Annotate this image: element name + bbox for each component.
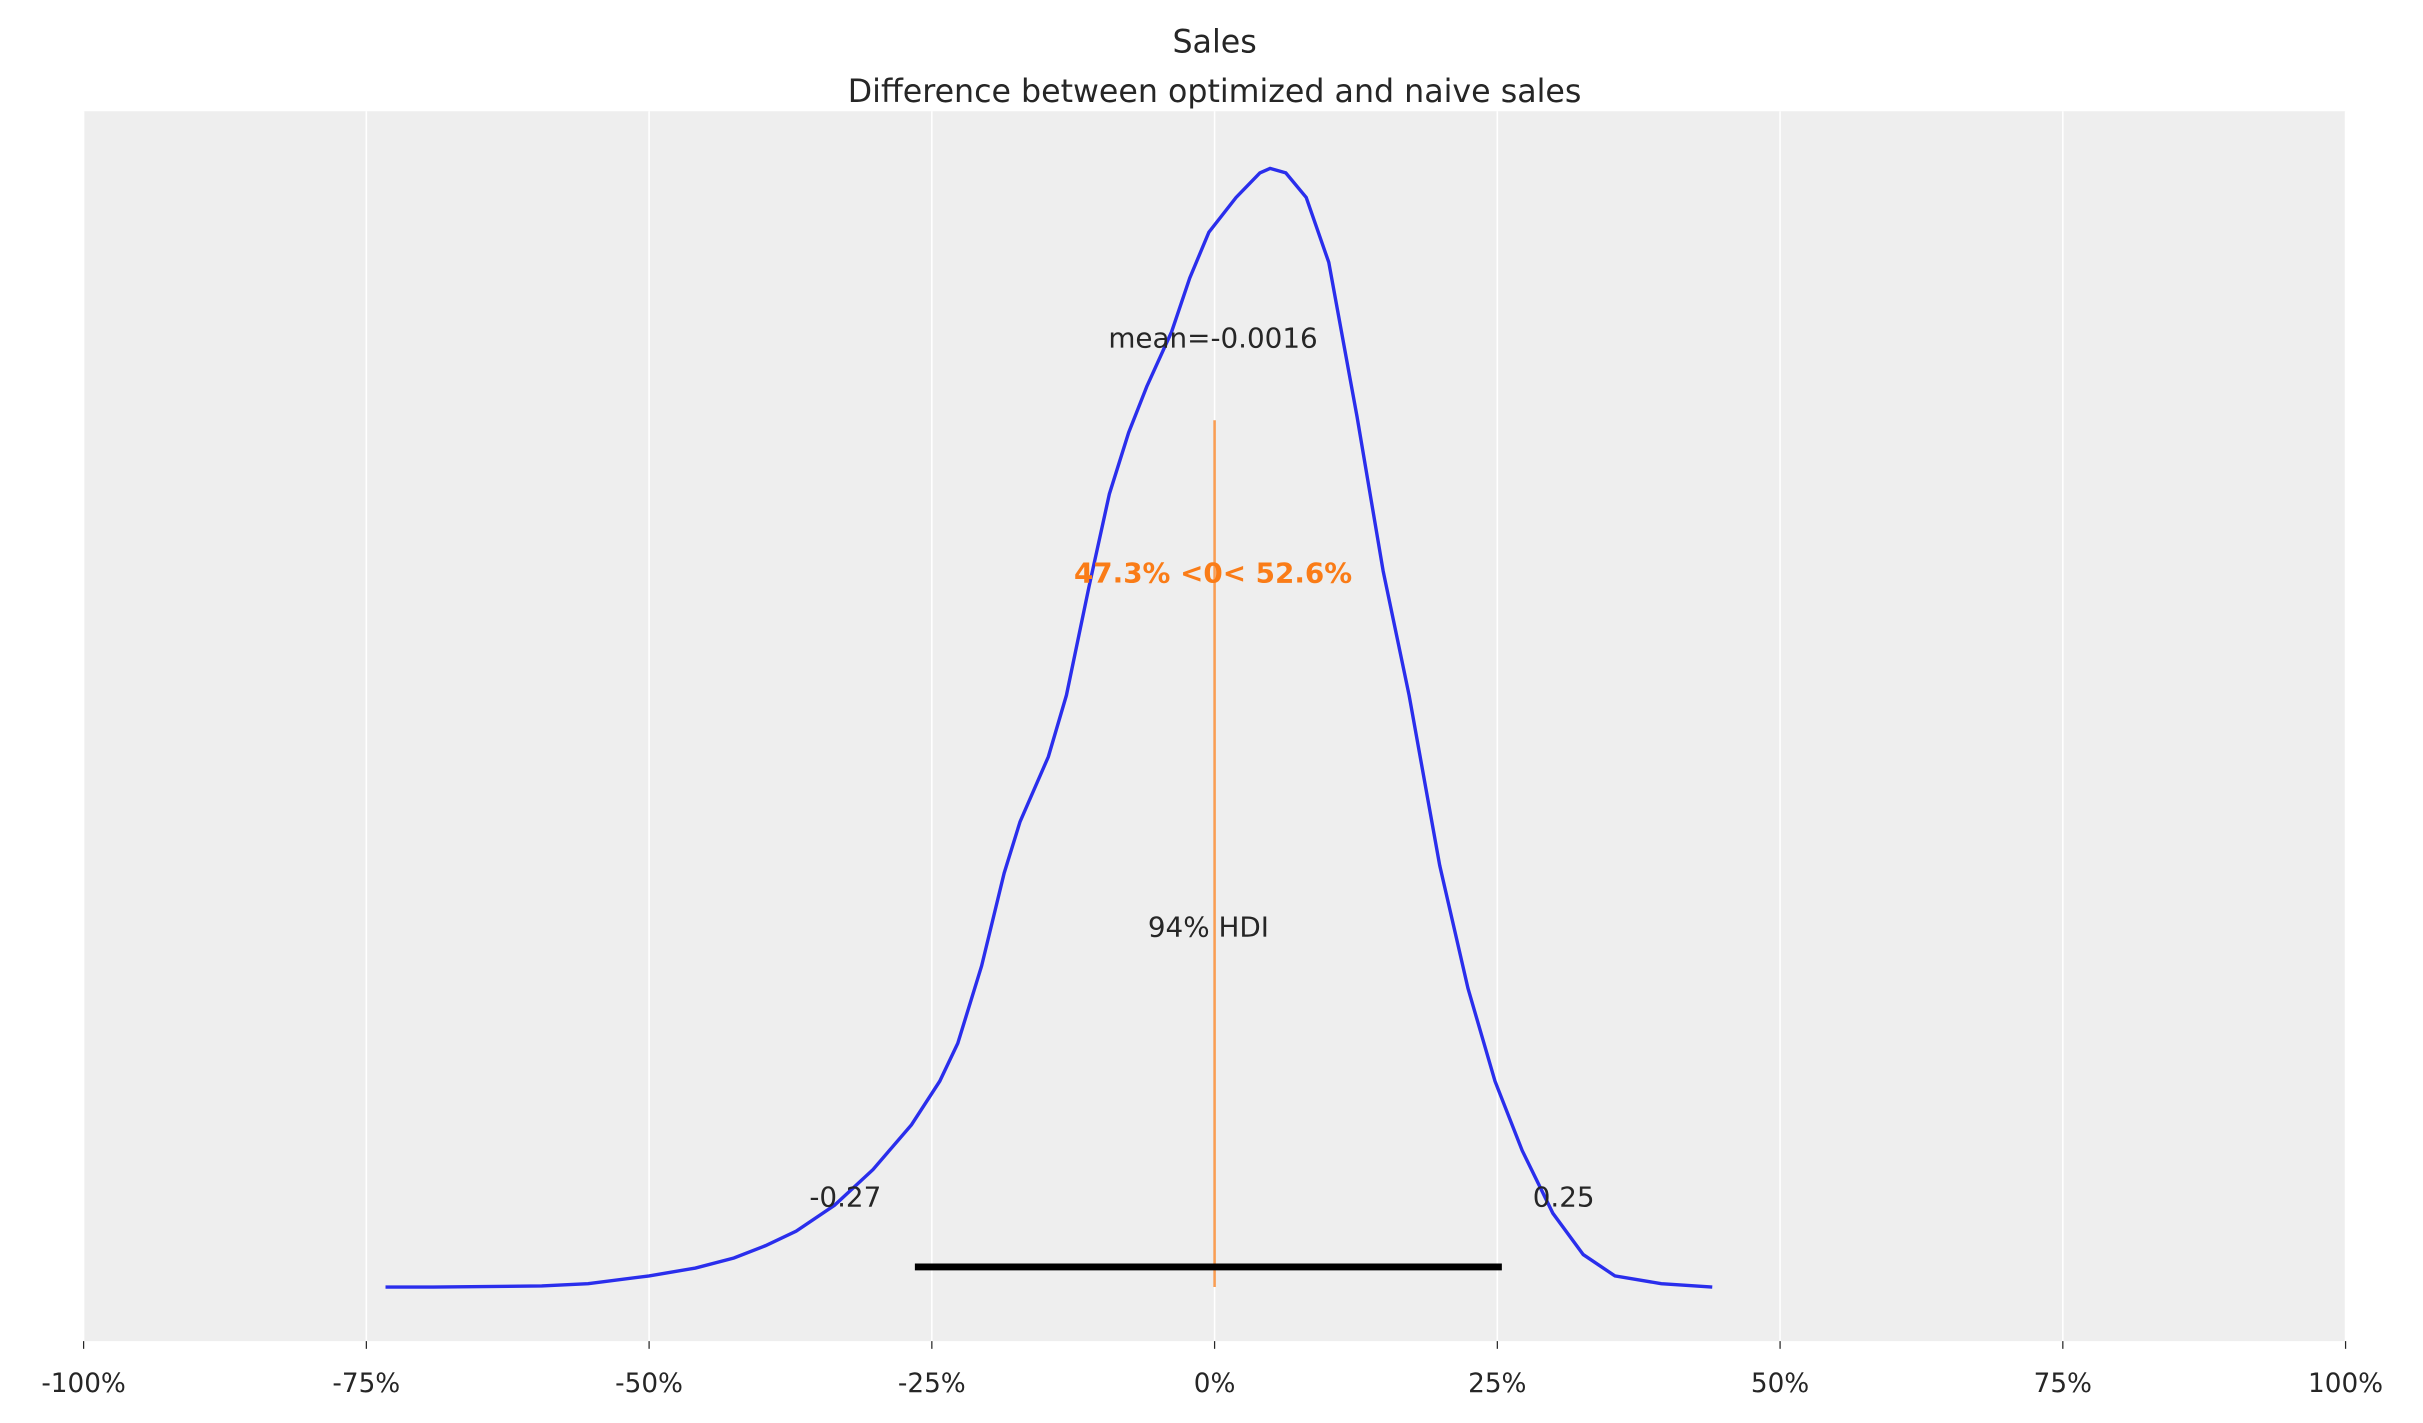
x-tick-label: -25% bbox=[898, 1369, 966, 1399]
x-axis: -100% -75% -50% -25% 0% 25% 50% 75% 100% bbox=[41, 1341, 2383, 1399]
x-tick-label: 50% bbox=[1751, 1369, 1809, 1399]
gridlines bbox=[82, 111, 2347, 1342]
x-tick-label: -75% bbox=[332, 1369, 400, 1399]
mean-label: mean=-0.0016 bbox=[1108, 322, 1317, 355]
x-tick-label: -50% bbox=[615, 1369, 683, 1399]
reference-probability-label: 47.3% <0< 52.6% bbox=[1074, 556, 1352, 589]
hdi-label: 94% HDI bbox=[1148, 910, 1269, 943]
hdi-high-label: 0.25 bbox=[1533, 1181, 1595, 1214]
chart-subtitle: Difference between optimized and naive s… bbox=[848, 74, 1582, 110]
x-tick-label: 75% bbox=[2034, 1369, 2092, 1399]
x-tick-label: 0% bbox=[1194, 1369, 1236, 1399]
x-tick-label: -100% bbox=[41, 1369, 126, 1399]
hdi-low-label: -0.27 bbox=[809, 1181, 881, 1214]
chart-title: Sales bbox=[1172, 25, 1256, 61]
density-curve bbox=[385, 166, 1713, 1289]
x-tick-label: 100% bbox=[2308, 1369, 2383, 1399]
x-tick-label: 25% bbox=[1468, 1369, 1526, 1399]
